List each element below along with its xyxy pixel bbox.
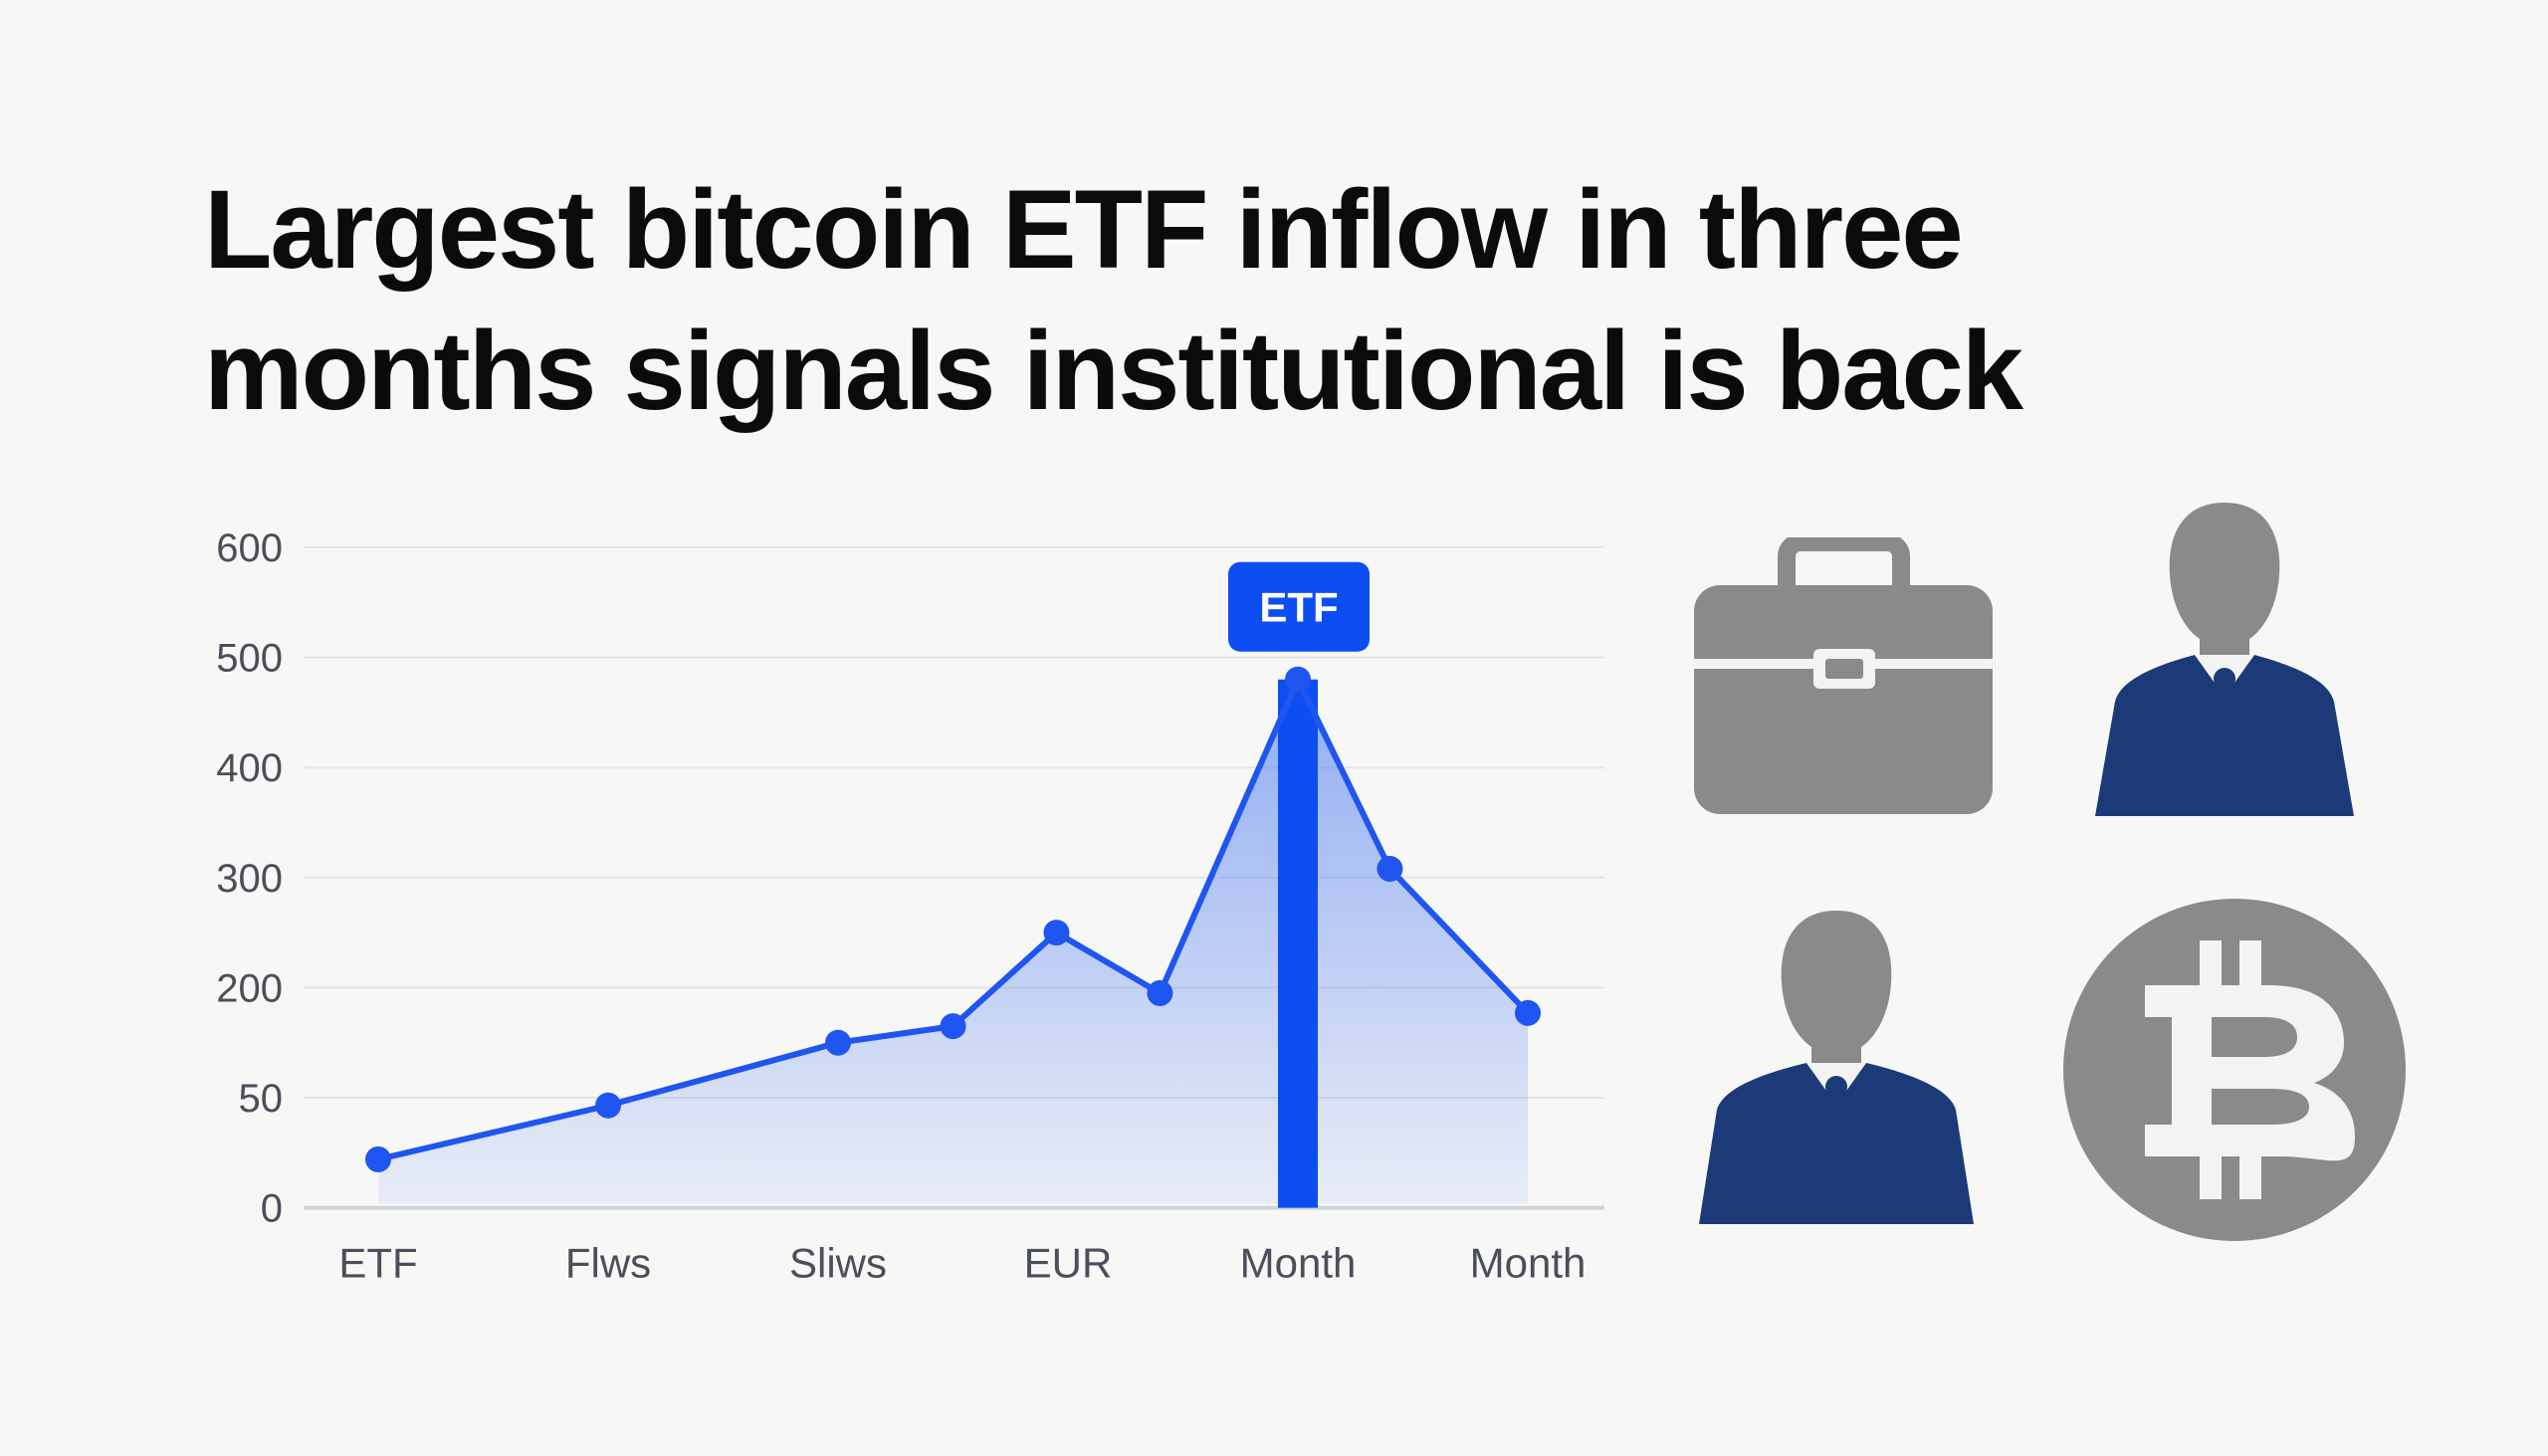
data-point — [365, 1145, 391, 1172]
x-tick-label: EUR — [1024, 1240, 1113, 1287]
x-tick-label: Flws — [565, 1240, 651, 1287]
callout-label: ETF — [1259, 584, 1338, 631]
area-fill — [378, 679, 1528, 1204]
x-tick-label: ETF — [338, 1240, 417, 1287]
data-point — [1377, 855, 1403, 882]
x-tick-label: Month — [1240, 1240, 1357, 1287]
x-tick-label: Month — [1470, 1240, 1587, 1287]
y-tick-label: 200 — [216, 966, 283, 1010]
y-tick-label: 0 — [261, 1187, 283, 1231]
y-tick-label: 400 — [216, 746, 283, 790]
x-tick-label: Sliws — [789, 1240, 887, 1287]
data-point — [1147, 979, 1173, 1006]
data-point — [1043, 920, 1070, 946]
data-point — [825, 1029, 851, 1056]
data-point — [1515, 999, 1541, 1026]
briefcase-icon — [1692, 537, 1996, 814]
headline-line-2: months signals institutional is back — [204, 309, 2023, 433]
y-tick-label: 600 — [216, 526, 283, 570]
data-point — [1285, 666, 1311, 693]
bitcoin-icon — [2063, 899, 2406, 1241]
businessman-icon — [2095, 503, 2354, 816]
y-tick-label: 50 — [239, 1077, 284, 1121]
data-point — [940, 1013, 966, 1040]
headline-line-1: Largest bitcoin ETF inflow in three — [204, 167, 1964, 292]
highlight-callout: ETF — [1228, 561, 1370, 652]
headline: Largest bitcoin ETF inflow in three mont… — [204, 159, 2294, 442]
callout-badge — [1228, 561, 1370, 652]
y-tick-label: 300 — [216, 857, 283, 901]
businessman-icon — [1699, 911, 1974, 1224]
highlight-bar — [1278, 679, 1318, 1208]
data-point — [595, 1092, 621, 1119]
y-tick-label: 500 — [216, 637, 283, 681]
